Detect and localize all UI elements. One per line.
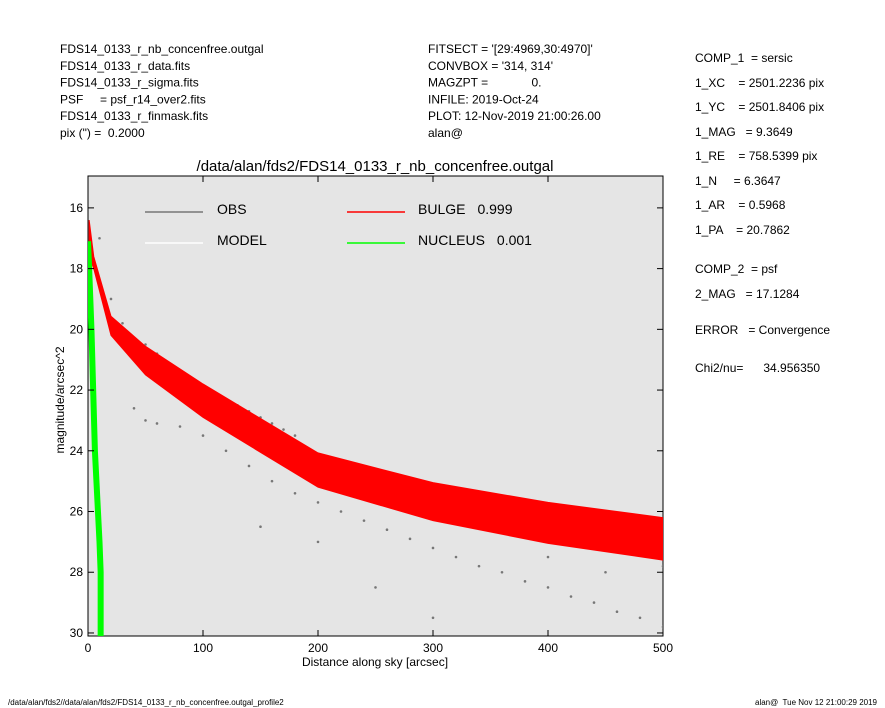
obs-point [282,428,285,431]
header-middle-line: CONVBOX = '314, 314' [428,59,553,73]
header: FDS14_0133_r_nb_concenfree.outgal FDS14_0… [60,42,830,375]
header-left-line: FDS14_0133_r_finmask.fits [60,109,208,123]
obs-point [144,419,147,422]
legend-label: NUCLEUS [418,232,485,248]
y-tick-label: 22 [70,383,84,397]
obs-point [592,601,596,604]
header-right-line: ERROR = Convergence [695,323,830,337]
obs-point [638,616,642,620]
obs-point [121,321,124,325]
legend-fraction: 0.999 [477,201,512,217]
obs-point [98,236,101,240]
y-axis-label: magnitude/arcsec^2 [53,346,67,453]
obs-point [259,525,262,528]
obs-point [339,510,343,513]
bulge-band [88,219,663,561]
header-left-line: FDS14_0133_r_sigma.fits [60,76,199,90]
obs-point [247,464,251,468]
obs-point [293,434,297,437]
header-left-line: FDS14_0133_r_data.fits [60,59,190,73]
obs-point [293,491,297,495]
obs-point [316,501,320,504]
plot [88,219,663,636]
obs-point [224,449,228,453]
obs-point [155,422,159,425]
header-right-line: 1_RE = 758.5399 pix [695,149,817,163]
header-middle-line: PLOT: 12-Nov-2019 21:00:26.00 [428,109,601,123]
header-right-line: Chi2/nu= 34.956350 [695,361,820,375]
obs-point [316,540,320,544]
obs-point [374,586,377,589]
x-tick-label: 0 [85,641,92,655]
obs-point [408,537,412,541]
obs-point [385,528,389,532]
x-tick-label: 400 [538,641,558,655]
obs-point [523,580,527,583]
header-middle-line: INFILE: 2019-Oct-24 [428,92,539,106]
obs-point [431,546,435,550]
obs-point [270,479,274,483]
obs-point [132,406,136,410]
obs-point [604,570,607,574]
chart-title: /data/alan/fds2/FDS14_0133_r_nb_concenfr… [197,158,554,175]
footer-left: /data/alan/fds2//data/alan/fds2/FDS14_01… [8,698,284,707]
header-middle-line: MAGZPT = 0. [428,76,541,90]
obs-point [431,616,435,620]
x-axis-label: Distance along sky [arcsec] [302,655,448,669]
x-tick-label: 200 [308,641,328,655]
y-tick-label: 24 [70,444,84,458]
header-middle-line: FITSECT = '[29:4969,30:4970]' [428,42,593,56]
header-right-line: COMP_2 = psf [695,262,778,276]
obs-point [546,555,550,559]
header-left-line: FDS14_0133_r_nb_concenfree.outgal [60,42,263,56]
y-tick-label: 16 [70,201,84,215]
plot-area [87,175,664,637]
legend-label: MODEL [217,232,267,248]
obs-point [500,570,504,574]
x-tick-label: 100 [193,641,213,655]
obs-point [201,434,205,437]
obs-point [109,297,113,301]
header-right-line: 1_XC = 2501.2236 pix [695,76,824,90]
legend-label: BULGE [418,201,465,217]
x-tick-label: 500 [653,641,673,655]
obs-point [615,610,619,614]
obs-point [454,555,458,559]
footer-right: alan@ Tue Nov 12 21:00:29 2019 [755,698,878,707]
y-tick-label: 18 [70,262,84,276]
header-right-line: 1_AR = 0.5968 [695,198,786,212]
header-left-line: pix (") = 0.2000 [60,126,145,140]
header-right-line: 1_YC = 2501.8406 pix [695,100,824,114]
header-right-line: 1_PA = 20.7862 [695,223,790,237]
obs-point [477,564,481,568]
header-right-line: 1_N = 6.3647 [695,174,781,188]
y-tick-label: 28 [70,565,84,579]
legend-label: OBS [217,201,247,217]
axes: 0 100 200 300 400 500 16 18 20 22 24 26 28 30 OBS MODEL… [70,176,673,655]
y-tick-label: 26 [70,505,84,519]
header-middle-line: alan@ [428,126,463,140]
header-right-line: COMP_1 = sersic [695,51,793,65]
obs-point [546,586,550,589]
obs-point [362,519,366,522]
obs-point [661,564,663,568]
obs-point [178,425,182,428]
x-tick-label: 300 [423,641,443,655]
header-left-line: PSF = psf_r14_over2.fits [60,92,206,106]
obs-point [661,625,663,629]
obs-point [270,422,274,425]
y-tick-label: 20 [70,322,84,336]
header-right-line: 2_MAG = 17.1284 [695,287,800,301]
y-tick-label: 30 [70,626,84,640]
legend-fraction: 0.001 [497,232,532,248]
header-right-line: 1_MAG = 9.3649 [695,125,793,139]
obs-point [569,595,573,598]
